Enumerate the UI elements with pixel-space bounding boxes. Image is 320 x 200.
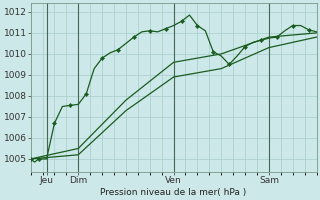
X-axis label: Pression niveau de la mer( hPa ): Pression niveau de la mer( hPa ) xyxy=(100,188,247,197)
